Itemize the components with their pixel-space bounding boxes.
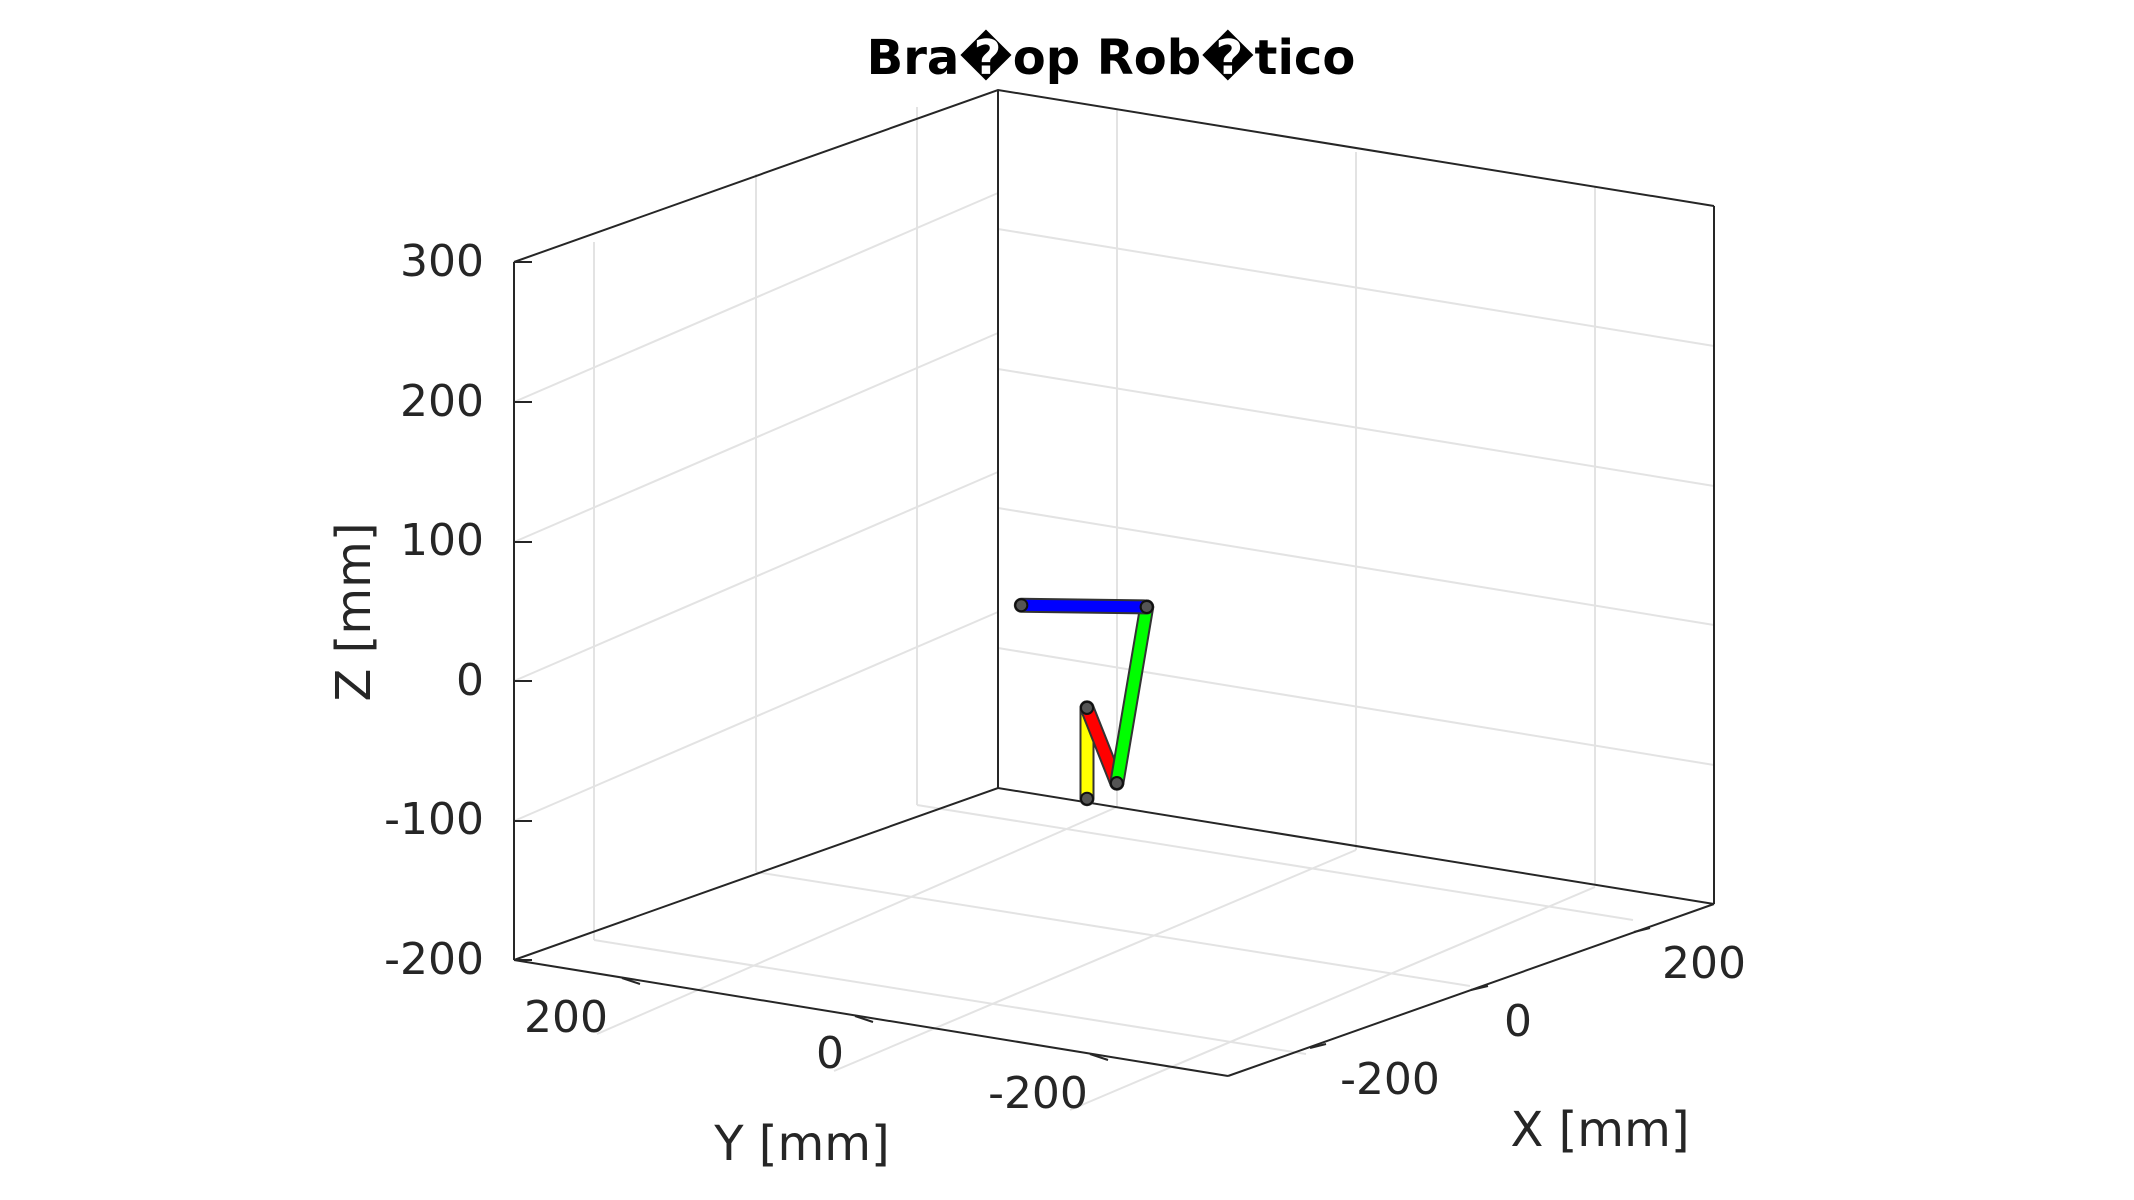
x-tick-label: 0 [1504, 996, 1532, 1047]
z-tick-label: 200 [400, 376, 484, 427]
axes-box [513, 88, 1715, 1077]
joint [1014, 598, 1029, 613]
x-tick-label: 200 [1662, 938, 1746, 989]
joint [1139, 599, 1154, 614]
z-tick-label: 0 [456, 655, 484, 706]
joint [1109, 776, 1124, 791]
x-axis-label: X [mm] [1510, 1102, 1689, 1158]
y-tick-label: 0 [816, 1028, 844, 1079]
z-tick-label: 300 [400, 236, 484, 287]
link-4 [1015, 599, 1153, 613]
x-tick-label: -200 [1340, 1054, 1440, 1105]
x-tick-labels: -200 0 200 [1340, 938, 1746, 1105]
chart-title: Bra�op Rob�tico [867, 29, 1356, 86]
y-tick-label: 200 [524, 992, 608, 1043]
grid [513, 107, 1715, 1111]
z-axis-label: Z [mm] [326, 522, 382, 701]
y-tick-labels: 200 0 -200 [524, 992, 1088, 1119]
z-tick-labels: 300 200 100 0 -100 -200 [384, 236, 484, 985]
robot-links [1013, 597, 1155, 807]
y-axis-label: Y [mm] [713, 1116, 890, 1172]
link-3 [1111, 601, 1153, 789]
joint [1080, 791, 1094, 806]
z-tick-label: -200 [384, 934, 484, 985]
ticks [514, 261, 1651, 1061]
z-tick-label: 100 [400, 515, 484, 566]
y-tick-label: -200 [988, 1068, 1088, 1119]
z-tick-label: -100 [384, 794, 484, 845]
joint [1080, 700, 1094, 715]
